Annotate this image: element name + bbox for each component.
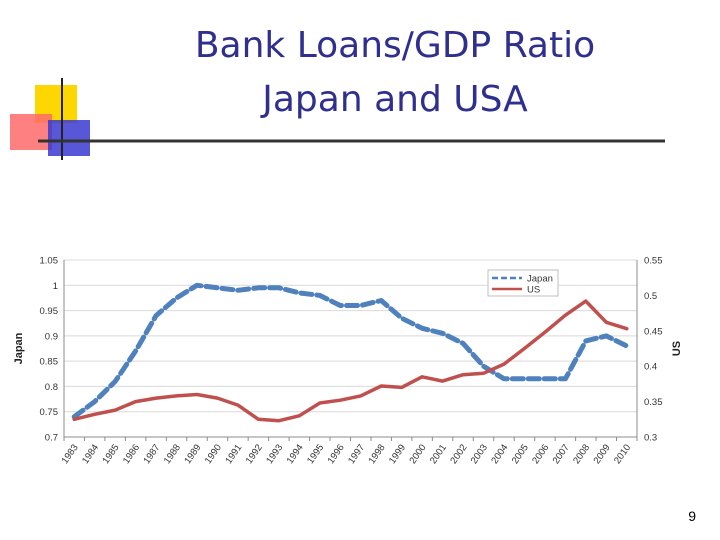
y-left-tick-label: 0.9 [45, 331, 58, 342]
x-tick-label: 2010 [612, 442, 633, 466]
x-tick-label: 2009 [592, 442, 613, 466]
legend-label-us: US [527, 285, 540, 296]
y-right-tick-label: 0.5 [644, 291, 657, 302]
slide-number: 9 [688, 508, 696, 524]
y-right-tick-label: 0.35 [644, 397, 663, 408]
x-tick-label: 1987 [141, 442, 162, 466]
x-tick-label: 1984 [80, 442, 101, 466]
y-left-tick-label: 1.05 [40, 256, 59, 267]
x-tick-label: 1999 [387, 442, 408, 466]
y-left-tick-label: 0.7 [45, 433, 58, 444]
y-right-tick-label: 0.4 [644, 362, 657, 373]
series-line-japan [71, 282, 630, 420]
x-tick-label: 2001 [428, 442, 449, 466]
x-tick-label: 1994 [285, 442, 306, 466]
x-tick-label: 2003 [469, 442, 490, 466]
x-tick-label: 1993 [264, 442, 285, 466]
y-right-tick-label: 0.55 [644, 256, 663, 267]
x-tick-label: 2000 [407, 442, 428, 466]
x-tick-label: 1990 [203, 442, 224, 466]
x-tick-label: 1995 [305, 442, 326, 466]
slide-title-line2: Japan and USA [262, 79, 528, 120]
y-right-tick-label: 0.45 [644, 326, 663, 337]
x-tick-label: 1991 [223, 442, 244, 466]
x-tick-label: 2006 [530, 442, 551, 466]
x-tick-label: 1992 [244, 442, 265, 466]
x-tick-label: 1983 [60, 442, 81, 466]
slide-title-line1: Bank Loans/GDP Ratio [194, 25, 596, 66]
legend-label-japan: Japan [527, 274, 553, 285]
x-tick-label: 2005 [510, 442, 531, 466]
y-left-tick-label: 1 [53, 281, 58, 292]
y-left-tick-label: 0.95 [40, 306, 59, 317]
y-right-tick-label: 0.3 [644, 433, 657, 444]
deco-blue-square [48, 120, 90, 156]
x-tick-label: 1986 [121, 442, 142, 466]
y-left-tick-label: 0.75 [40, 407, 59, 418]
x-tick-label: 2007 [551, 442, 572, 466]
y-left-axis-label: Japan [13, 332, 25, 364]
y-right-axis-label: US [671, 341, 683, 356]
x-tick-label: 1989 [182, 442, 203, 466]
x-tick-label: 1997 [346, 442, 367, 466]
x-tick-label: 1998 [367, 442, 388, 466]
title-decoration [10, 78, 665, 160]
x-tick-label: 2008 [571, 442, 592, 466]
legend-box [487, 269, 559, 297]
x-tick-label: 1985 [100, 442, 121, 466]
x-tick-label: 2002 [448, 442, 469, 466]
x-tick-label: 1988 [162, 442, 183, 466]
deco-red-square [10, 114, 52, 150]
y-left-tick-label: 0.8 [45, 382, 58, 393]
x-tick-label: 2004 [489, 442, 510, 466]
chart-series [71, 282, 630, 423]
y-left-tick-label: 0.85 [40, 357, 59, 368]
series-line-us [72, 299, 629, 423]
x-tick-label: 1996 [326, 442, 347, 466]
